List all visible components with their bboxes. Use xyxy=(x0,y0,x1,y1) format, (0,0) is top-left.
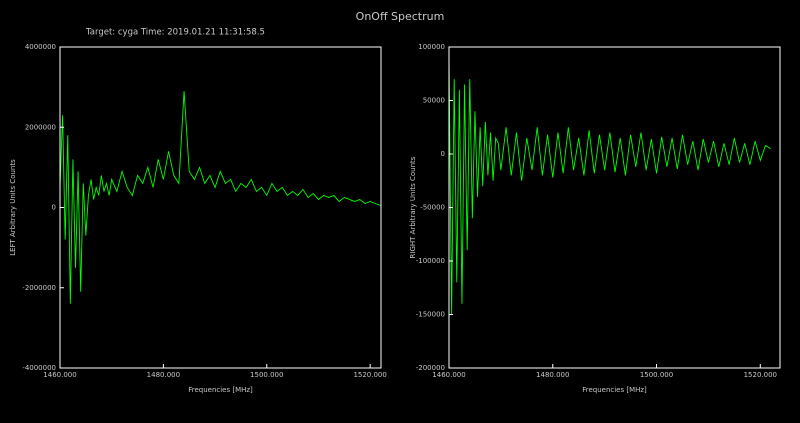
x-tick-label: 1500.000 xyxy=(250,371,283,379)
x-tick-label: 1520.000 xyxy=(353,371,386,379)
plot: -4000000 -2000000 0 2000000 4000000 1460.000 1… xyxy=(9,43,387,394)
y-tick-label: 100000 xyxy=(418,43,445,51)
y-tick-label: -50000 xyxy=(420,204,445,212)
spectrum-line xyxy=(449,57,771,315)
plot: -200000 -150000 -100000 -50000 0 50000 100000 1… xyxy=(409,43,781,394)
x-axis-label: Frequencies [MHz] xyxy=(188,386,253,394)
y-axis-label: RIGHT Arbitrary Units Counts xyxy=(409,156,417,258)
y-tick-label: 50000 xyxy=(423,97,445,105)
x-tick-label: 1500.000 xyxy=(640,371,673,379)
y-tick-label: 0 xyxy=(52,204,56,212)
y-tick-label: 0 xyxy=(441,150,445,158)
x-tick-label: 1460.000 xyxy=(432,371,465,379)
plot-frame xyxy=(59,46,382,369)
y-tick-label: -4000000 xyxy=(22,364,56,372)
y-tick-label: 4000000 xyxy=(25,43,56,51)
x-tick-label: 1460.000 xyxy=(43,371,76,379)
x-tick-label: 1480.000 xyxy=(536,371,569,379)
y-axis-label: LEFT Arbitrary Units Counts xyxy=(9,159,17,256)
title: OnOff Spectrum xyxy=(356,10,445,23)
x-axis-label: Frequencies [MHz] xyxy=(582,386,647,394)
x-tick-label: 1520.000 xyxy=(744,371,777,379)
y-tick-label: 2000000 xyxy=(25,123,56,131)
subtitle: Target: cyga Time: 2019.01.21 11:31:58.5 xyxy=(85,28,265,38)
y-tick-label: -200000 xyxy=(416,364,445,372)
y-tick-label: -150000 xyxy=(416,311,445,319)
y-tick-label: -2000000 xyxy=(22,284,56,292)
spectrum-line xyxy=(60,91,381,304)
x-tick-label: 1480.000 xyxy=(147,371,180,379)
y-tick-label: -100000 xyxy=(416,257,445,265)
plot-frame xyxy=(448,46,781,369)
